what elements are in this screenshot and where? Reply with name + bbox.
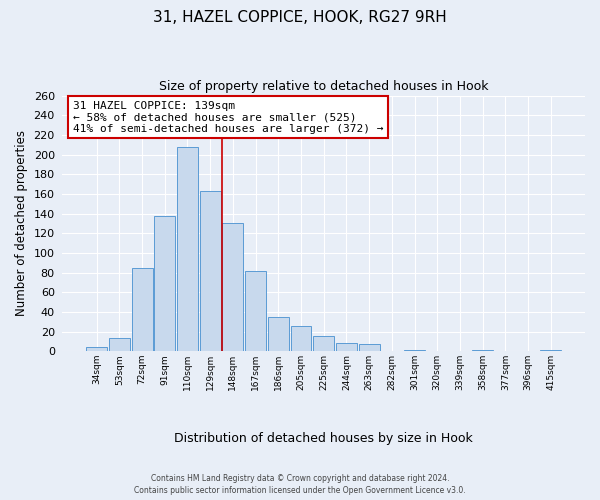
Bar xyxy=(245,270,266,351)
Bar xyxy=(200,191,221,351)
Bar xyxy=(336,344,357,351)
Y-axis label: Number of detached properties: Number of detached properties xyxy=(15,130,28,316)
Bar xyxy=(131,268,152,351)
Bar xyxy=(472,350,493,351)
X-axis label: Distribution of detached houses by size in Hook: Distribution of detached houses by size … xyxy=(175,432,473,445)
Bar xyxy=(223,224,244,351)
Bar xyxy=(109,338,130,351)
Bar xyxy=(268,317,289,351)
Bar xyxy=(359,344,380,351)
Bar xyxy=(86,347,107,351)
Bar xyxy=(313,336,334,351)
Text: 31 HAZEL COPPICE: 139sqm
← 58% of detached houses are smaller (525)
41% of semi-: 31 HAZEL COPPICE: 139sqm ← 58% of detach… xyxy=(73,100,383,134)
Bar xyxy=(177,146,198,351)
Bar xyxy=(404,350,425,351)
Text: Contains HM Land Registry data © Crown copyright and database right 2024.
Contai: Contains HM Land Registry data © Crown c… xyxy=(134,474,466,495)
Bar xyxy=(541,350,561,351)
Bar xyxy=(290,326,311,351)
Text: 31, HAZEL COPPICE, HOOK, RG27 9RH: 31, HAZEL COPPICE, HOOK, RG27 9RH xyxy=(153,10,447,25)
Title: Size of property relative to detached houses in Hook: Size of property relative to detached ho… xyxy=(159,80,488,93)
Bar xyxy=(154,216,175,351)
